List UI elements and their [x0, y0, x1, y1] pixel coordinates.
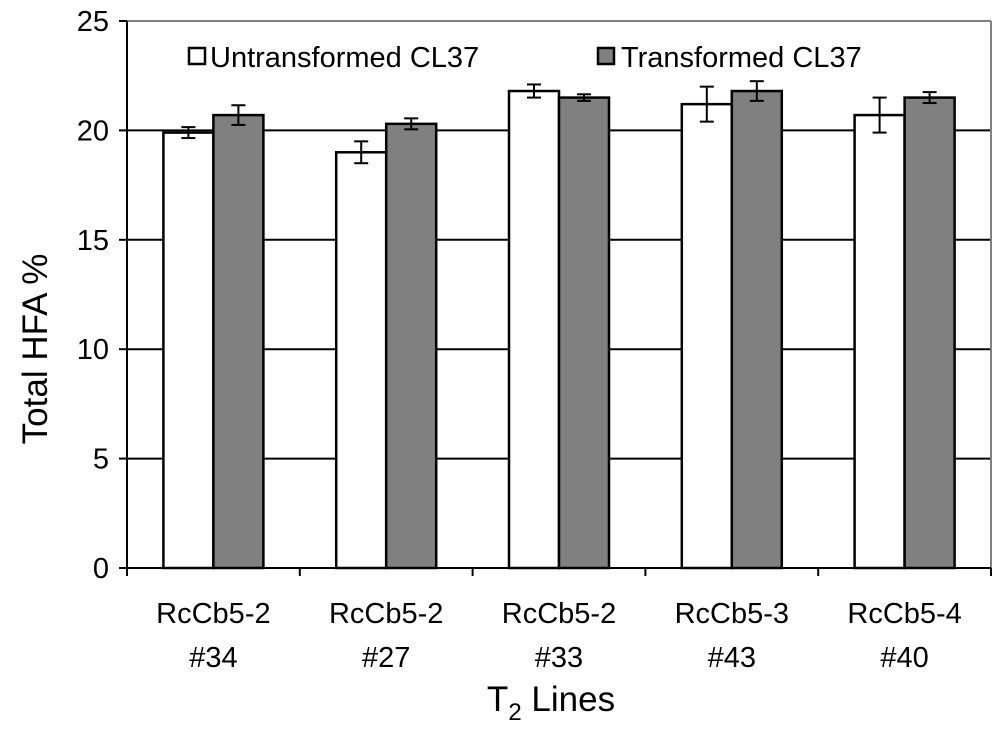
- legend-swatch: [187, 46, 207, 66]
- bar: [212, 113, 265, 570]
- y-tick-label: 15: [77, 225, 109, 257]
- bar: [162, 131, 215, 570]
- bar: [384, 122, 438, 570]
- x-tick-label: RcCb5-3: [675, 598, 789, 630]
- bar: [680, 102, 734, 570]
- x-axis-title: T2 Lines: [487, 680, 615, 726]
- bars: [162, 89, 956, 570]
- x-tick-label: #43: [708, 642, 756, 674]
- y-tick-label: 25: [77, 6, 109, 38]
- bar: [334, 151, 388, 570]
- legend-swatch: [596, 46, 616, 66]
- bar: [730, 89, 784, 570]
- legend: Untransformed CL37 Transformed CL37: [187, 42, 862, 74]
- error-bars: [181, 80, 937, 165]
- x-tick-label: RcCb5-2: [156, 598, 270, 630]
- x-tick-label: #40: [880, 642, 928, 674]
- y-tick-label: 5: [93, 444, 109, 476]
- plot-frame: [127, 20, 992, 568]
- x-tick-label: RcCb5-4: [847, 598, 961, 630]
- x-axis-title-prefix: T: [487, 680, 508, 719]
- y-axis: 0 5 10 15 20 25: [77, 6, 128, 585]
- y-tick-label: 20: [77, 115, 109, 147]
- legend-label: Transformed CL37: [621, 42, 862, 74]
- x-tick-label: #27: [362, 642, 410, 674]
- legend-label: Untransformed CL37: [210, 42, 479, 74]
- x-axis-title-suffix: Lines: [522, 680, 615, 719]
- bar: [903, 96, 956, 570]
- x-axis: RcCb5-2 #34 RcCb5-2 #27 RcCb5-2 #33 RcCb5-3 #43…: [125, 567, 992, 674]
- y-axis-title: Total HFA %: [16, 254, 55, 445]
- x-tick-label: RcCb5-2: [502, 598, 616, 630]
- y-tick-label: 0: [93, 553, 109, 585]
- bar: [557, 96, 611, 570]
- x-tick-label: #33: [535, 642, 583, 674]
- x-tick-label: RcCb5-2: [329, 598, 443, 630]
- y-tick-label: 10: [77, 334, 109, 366]
- x-tick-label: #34: [189, 642, 237, 674]
- x-axis-title-subscript: 2: [508, 699, 521, 726]
- bar: [853, 113, 906, 570]
- bar: [507, 89, 561, 570]
